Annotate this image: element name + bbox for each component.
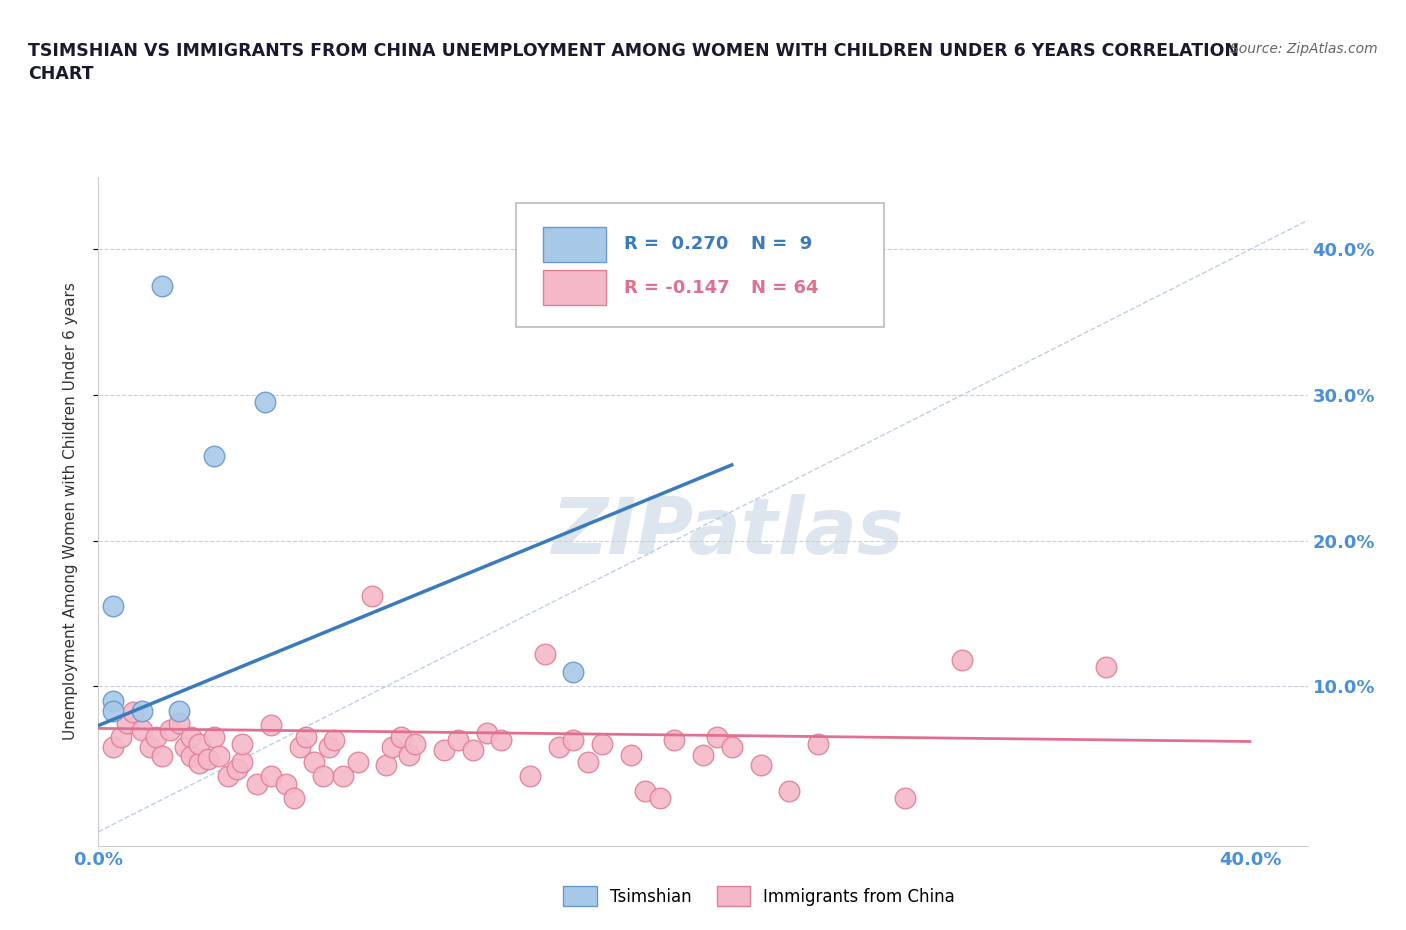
Point [101, 693, 124, 708]
Point [323, 733, 346, 748]
Text: N =  9: N = 9 [751, 235, 813, 253]
Text: ZIPatlas: ZIPatlas [551, 494, 903, 569]
Point [131, 703, 153, 718]
Text: TSIMSHIAN VS IMMIGRANTS FROM CHINA UNEMPLOYMENT AMONG WOMEN WITH CHILDREN UNDER : TSIMSHIAN VS IMMIGRANTS FROM CHINA UNEMP… [28, 42, 1239, 60]
Point [115, 715, 138, 730]
Point [173, 740, 195, 755]
Point [101, 703, 124, 718]
Point [433, 743, 456, 758]
Point [260, 718, 283, 733]
Point [225, 762, 247, 777]
Point [389, 730, 412, 745]
Legend: Tsimshian, Immigrants from China: Tsimshian, Immigrants from China [557, 880, 962, 912]
Point [150, 278, 173, 293]
Point [634, 784, 657, 799]
Point [447, 733, 470, 748]
Point [288, 740, 311, 755]
Point [720, 740, 742, 755]
Point [648, 790, 671, 805]
FancyBboxPatch shape [543, 227, 606, 261]
Point [312, 769, 335, 784]
Text: Source: ZipAtlas.com: Source: ZipAtlas.com [1230, 42, 1378, 56]
Point [664, 733, 686, 748]
Point [188, 756, 211, 771]
Point [101, 740, 124, 755]
FancyBboxPatch shape [516, 204, 884, 327]
Y-axis label: Unemployment Among Women with Children Under 6 years: Unemployment Among Women with Children U… [63, 283, 77, 740]
Point [122, 705, 145, 720]
Point [620, 747, 643, 762]
Point [519, 769, 541, 784]
Point [950, 653, 973, 668]
Point [150, 749, 173, 764]
Text: N = 64: N = 64 [751, 279, 818, 297]
Point [131, 723, 153, 737]
Point [180, 730, 202, 745]
Point [533, 646, 555, 661]
Point [145, 730, 167, 745]
Point [576, 754, 599, 769]
Point [260, 769, 283, 784]
Point [562, 733, 585, 748]
Point [404, 737, 426, 751]
Point [304, 754, 326, 769]
Point [461, 743, 484, 758]
Point [274, 777, 297, 791]
Point [562, 664, 585, 679]
Point [254, 395, 277, 410]
Point [208, 749, 231, 764]
Point [180, 749, 202, 764]
Point [110, 730, 132, 745]
Text: R = -0.147: R = -0.147 [624, 279, 730, 297]
Point [491, 733, 513, 748]
Point [202, 730, 225, 745]
Point [318, 740, 340, 755]
Point [231, 754, 253, 769]
FancyBboxPatch shape [543, 271, 606, 305]
Point [375, 757, 398, 772]
Point [381, 740, 404, 755]
Point [246, 777, 269, 791]
Point [139, 740, 162, 755]
Point [217, 769, 239, 784]
Point [692, 747, 714, 762]
Point [361, 589, 384, 604]
Point [548, 740, 571, 755]
Point [231, 737, 253, 751]
Point [294, 730, 316, 745]
Point [475, 725, 498, 740]
Point [706, 730, 728, 745]
Point [749, 757, 772, 772]
Point [1095, 659, 1118, 674]
Point [159, 723, 181, 737]
Point [101, 599, 124, 614]
Point [167, 703, 190, 718]
Point [167, 715, 190, 730]
Point [591, 737, 613, 751]
Point [202, 449, 225, 464]
Point [188, 737, 211, 751]
Text: CHART: CHART [28, 65, 94, 83]
Point [398, 747, 420, 762]
Text: R =  0.270: R = 0.270 [624, 235, 728, 253]
Point [778, 784, 800, 799]
Point [197, 751, 219, 766]
Point [332, 769, 354, 784]
Point [807, 737, 830, 751]
Point [346, 754, 368, 769]
Point [283, 790, 305, 805]
Point [893, 790, 915, 805]
